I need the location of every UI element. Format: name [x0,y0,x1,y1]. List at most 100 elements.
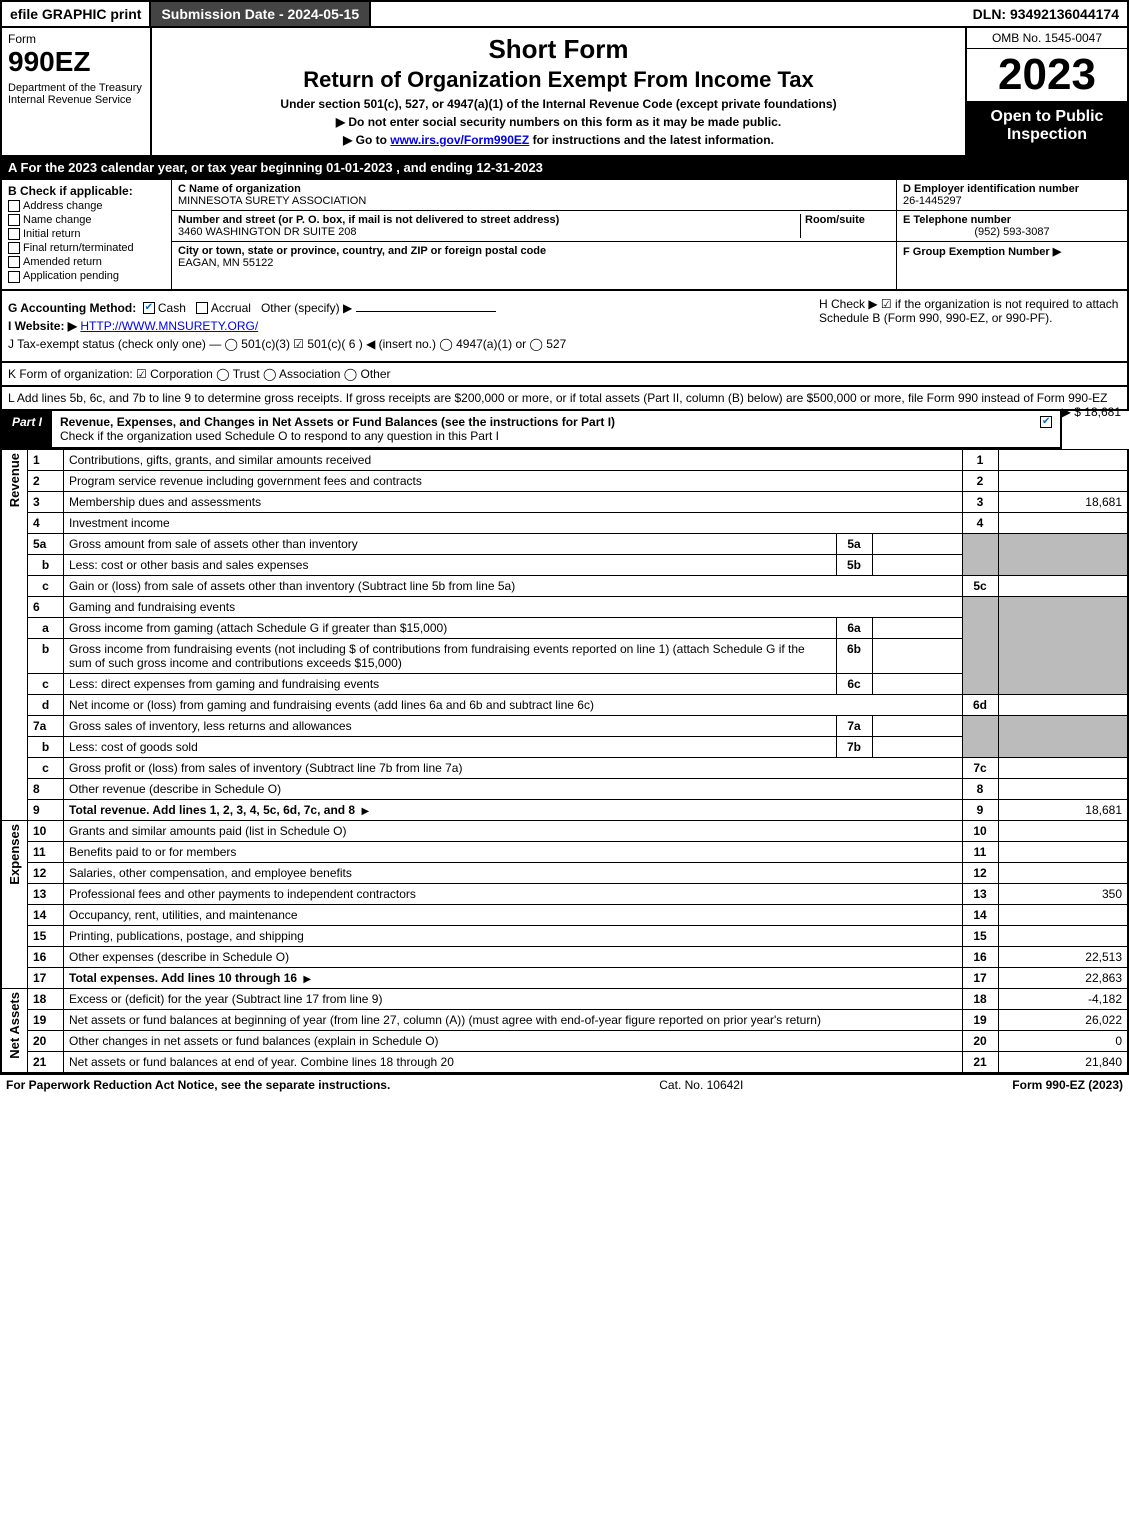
ln-16: 16 [28,946,64,967]
rv-17: 22,863 [998,967,1128,988]
ln-5a: 5a [28,533,64,554]
ln-7a: 7a [28,715,64,736]
rn-10: 10 [962,820,998,841]
sb-7b: 7b [836,736,872,757]
arrow-icon [300,971,314,985]
chk-initial-return[interactable]: Initial return [8,228,165,240]
c-city-cell: City or town, state or province, country… [172,242,896,272]
sb-7a: 7a [836,715,872,736]
d-11: Benefits paid to or for members [64,841,963,862]
d-14: Occupancy, rent, utilities, and maintena… [64,904,963,925]
ln-17: 17 [28,967,64,988]
rn-11: 11 [962,841,998,862]
ln-6a: a [28,617,64,638]
rv-9: 18,681 [998,799,1128,820]
ln-3: 3 [28,491,64,512]
dept-label: Department of the Treasury [8,82,144,94]
ln-6: 6 [28,596,64,617]
phone-value: (952) 593-3087 [903,226,1121,238]
d-6a: Gross income from gaming (attach Schedul… [64,617,837,638]
d-6d: Net income or (loss) from gaming and fun… [64,694,963,715]
subline-501c: Under section 501(c), 527, or 4947(a)(1)… [160,97,957,111]
part1-header: Part I Revenue, Expenses, and Changes in… [0,411,1062,449]
b-header: B Check if applicable: [8,184,165,198]
ln-15: 15 [28,925,64,946]
top-bar: efile GRAPHIC print Submission Date - 20… [0,0,1129,28]
col-d: D Employer identification number 26-1445… [897,180,1127,289]
d-4: Investment income [64,512,963,533]
chk-address-change[interactable]: Address change [8,200,165,212]
efile-label[interactable]: efile GRAPHIC print [2,2,151,26]
org-name: MINNESOTA SURETY ASSOCIATION [178,195,890,207]
part1-check[interactable] [1036,411,1060,447]
page-footer: For Paperwork Reduction Act Notice, see … [0,1073,1129,1095]
chk-name-change[interactable]: Name change [8,214,165,226]
chk-amended-return[interactable]: Amended return [8,256,165,268]
rn-8: 8 [962,778,998,799]
d-2: Program service revenue including govern… [64,470,963,491]
sv-7a [872,715,962,736]
rn-2: 2 [962,470,998,491]
d-21: Net assets or fund balances at end of ye… [64,1051,963,1072]
d-19: Net assets or fund balances at beginning… [64,1009,963,1030]
rn-7c: 7c [962,757,998,778]
sv-6c [872,673,962,694]
omb-number: OMB No. 1545-0047 [967,28,1127,49]
website-link[interactable]: HTTP://WWW.MNSURETY.ORG/ [80,319,258,333]
l-text: L Add lines 5b, 6c, and 7b to line 9 to … [8,391,1107,405]
rv-16: 22,513 [998,946,1128,967]
irs-link[interactable]: www.irs.gov/Form990EZ [390,133,529,147]
rv-10 [998,820,1128,841]
instr-goto-pre: ▶ Go to [343,133,390,147]
d-10: Grants and similar amounts paid (list in… [64,820,963,841]
h-check: H Check ▶ ☑ if the organization is not r… [819,297,1119,325]
ein-value: 26-1445297 [903,195,1121,207]
d-13: Professional fees and other payments to … [64,883,963,904]
part1-title: Revenue, Expenses, and Changes in Net As… [52,411,1036,447]
rn-14: 14 [962,904,998,925]
rv-4 [998,512,1128,533]
chk-final-return[interactable]: Final return/terminated [8,242,165,254]
rn-18: 18 [962,988,998,1009]
rv-14 [998,904,1128,925]
ln-10: 10 [28,820,64,841]
rn-4: 4 [962,512,998,533]
ln-18: 18 [28,988,64,1009]
form-header: Form 990EZ Department of the Treasury In… [0,28,1129,157]
f-group-cell: F Group Exemption Number ▶ [897,242,1127,261]
rv-1 [998,449,1128,470]
rn-5c: 5c [962,575,998,596]
col-b: B Check if applicable: Address change Na… [2,180,172,289]
sb-5a: 5a [836,533,872,554]
side-revenue: Revenue [1,449,28,820]
d-16: Other expenses (describe in Schedule O) [64,946,963,967]
side-expenses: Expenses [1,820,28,988]
sv-6a [872,617,962,638]
d-6c: Less: direct expenses from gaming and fu… [64,673,837,694]
row-l: L Add lines 5b, 6c, and 7b to line 9 to … [0,387,1129,411]
ln-13: 13 [28,883,64,904]
d-7b: Less: cost of goods sold [64,736,837,757]
sb-5b: 5b [836,554,872,575]
chk-application-pending[interactable]: Application pending [8,270,165,282]
ln-4: 4 [28,512,64,533]
footer-right: Form 990-EZ (2023) [1012,1078,1123,1092]
rv-21: 21,840 [998,1051,1128,1072]
e-phone-label: E Telephone number [903,214,1121,226]
rv-3: 18,681 [998,491,1128,512]
ln-8: 8 [28,778,64,799]
chk-cash[interactable] [143,302,155,314]
rn-12: 12 [962,862,998,883]
instr-ssn: ▶ Do not enter social security numbers o… [160,115,957,129]
rn-13: 13 [962,883,998,904]
sv-7b [872,736,962,757]
rv-13: 350 [998,883,1128,904]
d-5c: Gain or (loss) from sale of assets other… [64,575,963,596]
d-15: Printing, publications, postage, and shi… [64,925,963,946]
rv-20: 0 [998,1030,1128,1051]
d-ein-label: D Employer identification number [903,183,1121,195]
ln-1: 1 [28,449,64,470]
e-phone-cell: E Telephone number (952) 593-3087 [897,211,1127,242]
submission-date: Submission Date - 2024-05-15 [151,2,371,26]
chk-accrual[interactable] [196,302,208,314]
